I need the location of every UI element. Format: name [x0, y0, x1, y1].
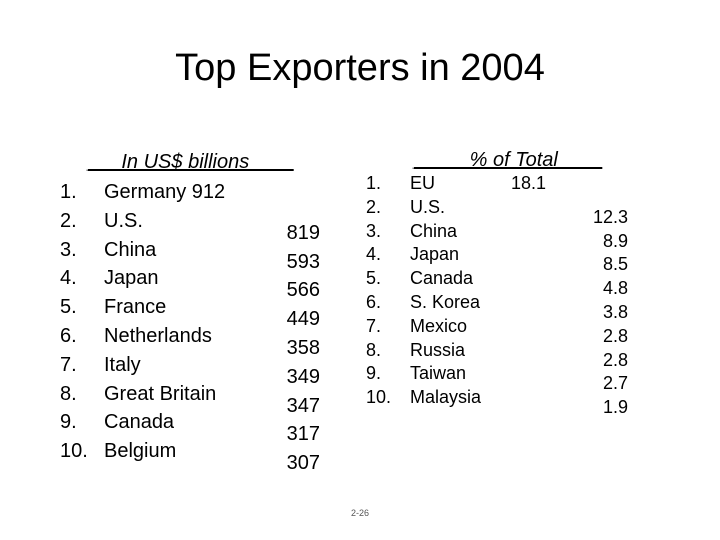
value-cell: 8.9 — [602, 230, 628, 251]
value-cell: 8.5 — [602, 254, 628, 275]
value-cell: 819 — [286, 221, 320, 244]
table-row: 7. Mexico 2.8 — [366, 315, 628, 346]
table-row: 6. Netherlands 358 — [60, 322, 320, 359]
rank-label: 9. — [60, 411, 77, 434]
value-cell: 4.8 — [602, 278, 628, 299]
rank-label: 3. — [60, 238, 77, 261]
table-row: 9. Canada 317 — [60, 408, 320, 445]
value-cell: 317 — [286, 423, 320, 446]
value-cell: 593 — [286, 250, 320, 273]
country-name: Netherlands — [104, 324, 212, 347]
table-row: 7. Italy 349 — [60, 351, 320, 388]
value-cell: 307 — [286, 452, 320, 475]
value-cell: 3.8 — [602, 301, 628, 322]
slide-title: Top Exporters in 2004 — [175, 47, 545, 89]
table-row: 5. France 449 — [60, 293, 320, 330]
country-name: EU — [410, 173, 436, 193]
table-row: 1. EU 18.1 — [366, 172, 628, 196]
country-name: Russia — [410, 339, 466, 360]
right-table: 1. EU 18.1 2. U.S. 12.3 3. China 8.9 4. Japan 8.5 5.… — [366, 172, 628, 417]
table-row: 5. Canada 4.8 — [366, 267, 628, 298]
country-name: Germany 912 — [104, 181, 226, 203]
country-name: China — [104, 238, 157, 261]
rank-label: 5. — [366, 268, 382, 289]
value-cell: 358 — [286, 336, 320, 359]
country-name: Mexico — [410, 315, 468, 336]
rank-label: 4. — [60, 267, 77, 290]
country-name: China — [410, 220, 458, 241]
country-name: Malaysia — [410, 387, 482, 408]
rank-label: 6. — [366, 291, 382, 312]
country-name: Japan — [410, 244, 460, 265]
rank-label: 10. — [60, 440, 88, 463]
country-name: Japan — [104, 267, 159, 290]
rank-label: 10. — [366, 387, 392, 408]
value-cell: 12.3 — [592, 206, 628, 227]
country-name: U.S. — [104, 209, 143, 232]
value-cell: 18.1 — [511, 173, 547, 193]
country-name: Taiwan — [410, 363, 467, 384]
table-row: 8. Russia 2.8 — [366, 339, 628, 370]
table-row: 1. Germany 912 — [60, 178, 320, 207]
country-name: S. Korea — [410, 291, 481, 312]
table-row: 2. U.S. 819 — [60, 207, 320, 244]
value-cell: 347 — [286, 394, 320, 417]
table-row: 6. S. Korea 3.8 — [366, 291, 628, 322]
value-cell: 2.7 — [602, 373, 628, 394]
table-row: 3. China 593 — [60, 236, 320, 273]
rank-label: 8. — [366, 339, 382, 360]
rank-label: 8. — [60, 382, 77, 405]
country-name: Canada — [104, 411, 175, 434]
value-cell: 566 — [286, 279, 320, 302]
table-row: 8. Great Britain 347 — [60, 380, 320, 417]
country-name: Belgium — [104, 440, 177, 463]
rank-label: 2. — [60, 209, 77, 232]
rank-label: 2. — [366, 196, 382, 217]
value-cell: 349 — [286, 365, 320, 388]
table-row: 10. Malaysia 1.9 — [366, 386, 628, 417]
value-cell: 2.8 — [602, 325, 628, 346]
rank-label: 7. — [366, 315, 382, 336]
table-row: 3. China 8.9 — [366, 220, 628, 251]
rank-label: 9. — [366, 363, 382, 384]
right-table-header: _____% of Total____ — [414, 149, 603, 171]
country-name: U.S. — [410, 196, 446, 217]
slide-number: 2-26 — [350, 508, 369, 518]
rank-label: 6. — [60, 324, 77, 347]
country-name: France — [104, 296, 167, 319]
table-row: 4. Japan 566 — [60, 264, 320, 301]
rank-label: 3. — [366, 220, 382, 241]
rank-label: 4. — [366, 244, 382, 265]
rank-label: 1. — [366, 173, 382, 193]
value-cell: 449 — [286, 308, 320, 331]
rank-label: 5. — [60, 296, 77, 319]
country-name: Italy — [104, 353, 141, 376]
value-cell: 2.8 — [602, 349, 628, 370]
table-row: 9. Taiwan 2.7 — [366, 362, 628, 393]
table-row: 4. Japan 8.5 — [366, 243, 628, 274]
left-table-header: ___In US$ billions____ — [88, 151, 294, 173]
left-table: 1. Germany 912 2. U.S. 819 3. China 593 4. Japan 5… — [60, 178, 320, 474]
country-name: Canada — [410, 268, 474, 289]
value-cell: 1.9 — [602, 397, 628, 418]
rank-label: 7. — [60, 353, 77, 376]
table-row: 10. Belgium 307 — [60, 437, 320, 474]
country-name: Great Britain — [104, 382, 217, 405]
table-row: 2. U.S. 12.3 — [366, 196, 628, 227]
rank-label: 1. — [60, 181, 77, 203]
